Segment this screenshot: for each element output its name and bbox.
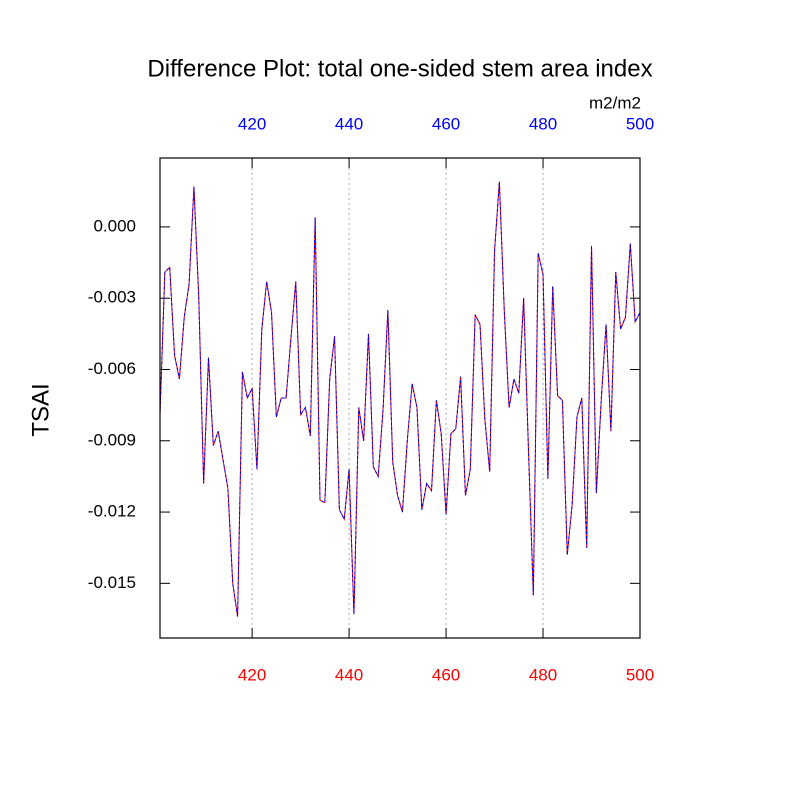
chart-title: Difference Plot: total one-sided stem ar…	[147, 55, 652, 82]
x-tick-label-top: 500	[626, 114, 654, 133]
x-tick-label: 500	[626, 665, 654, 684]
x-tick-label: 480	[529, 665, 557, 684]
y-axis-label: TSAI	[27, 383, 54, 436]
y-tick-label: -0.015	[88, 573, 136, 592]
y-tick-label: -0.006	[88, 359, 136, 378]
units-label: m2/m2	[589, 93, 641, 112]
x-tick-label-top: 440	[335, 114, 363, 133]
x-tick-label-top: 460	[432, 114, 460, 133]
plot-frame	[159, 157, 641, 639]
data-line	[159, 181, 641, 617]
y-tick-label: -0.003	[88, 288, 136, 307]
y-tick-label: -0.012	[88, 502, 136, 521]
y-tick-label: -0.009	[88, 430, 136, 449]
x-tick-label: 420	[238, 665, 266, 684]
x-tick-label: 460	[432, 665, 460, 684]
y-tick-label: 0.000	[93, 216, 136, 235]
x-tick-label-top: 480	[529, 114, 557, 133]
x-tick-label: 440	[335, 665, 363, 684]
x-tick-label-top: 420	[238, 114, 266, 133]
